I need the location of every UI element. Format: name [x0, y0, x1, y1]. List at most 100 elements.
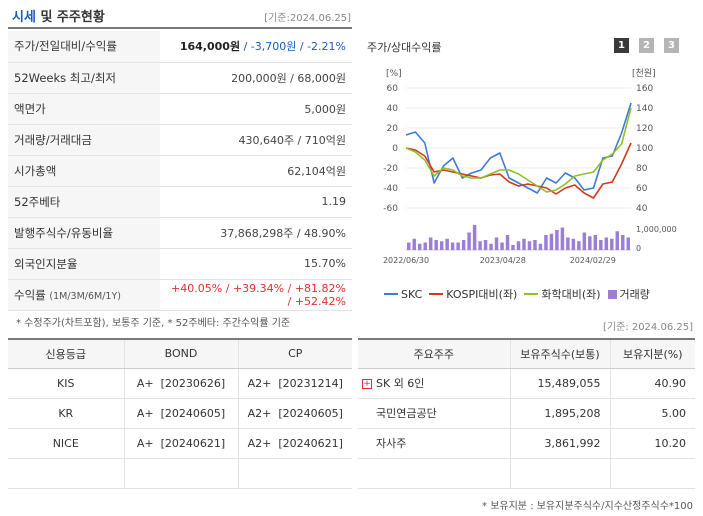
x-tick-label: 2023/04/28 — [480, 256, 526, 265]
volume-bar — [549, 233, 554, 250]
row-label: 52주베타 — [8, 186, 160, 218]
table-row: 액면가 5,000원 — [8, 93, 352, 125]
volume-bar — [445, 238, 449, 250]
chart-tabs: 1 2 3 — [614, 38, 684, 54]
volume-bar — [577, 241, 581, 250]
table-row: + SK 외 6인 15,489,055 40.90 — [358, 368, 695, 399]
legend-item: 거래량 — [607, 286, 650, 302]
column-header: 보유지분(%) — [610, 338, 695, 369]
volume-bar — [407, 242, 411, 250]
price-values: 164,000원 / -3,700원 / -2.21% — [160, 31, 352, 63]
volume-bar — [582, 232, 587, 250]
bond-rating: A+ [20240605] — [124, 398, 239, 429]
expand-plus-icon[interactable]: + — [362, 379, 372, 389]
volume-bar — [439, 241, 444, 250]
volume-bar — [527, 241, 532, 250]
volume-bar — [417, 243, 422, 250]
legend-item: KOSPI대비(좌) — [429, 286, 517, 302]
legend-label: 거래량 — [619, 288, 650, 301]
volume-zero-label: 0 — [636, 244, 641, 253]
current-price: 164,000원 — [179, 40, 241, 54]
volume-bar — [494, 237, 499, 250]
volume-bar — [467, 232, 471, 250]
chart-tab-2[interactable]: 2 — [639, 38, 654, 53]
y-right-tick-label: 140 — [636, 104, 653, 114]
holder-pct: 5.00 — [610, 398, 695, 429]
table-row: 수익률 (1M/3M/6M/1Y) +40.05% / +39.34% / +8… — [8, 279, 352, 311]
table-row-empty — [8, 458, 352, 489]
volume-bar — [560, 227, 565, 250]
y-left-tick-label: -40 — [383, 184, 398, 194]
volume-bar — [544, 235, 548, 250]
table-row: 시가총액 62,104억원 — [8, 155, 352, 187]
column-header: 신용등급 — [8, 338, 125, 369]
volume-bar — [516, 241, 521, 250]
row-value: 1.19 — [160, 186, 352, 218]
y-left-tick-label: -20 — [383, 164, 398, 174]
header-divider — [8, 27, 352, 29]
volume-bar — [522, 238, 526, 250]
table-row: 52주베타 1.19 — [8, 186, 352, 218]
table-row: 거래량/거래대금 430,640주 / 710억원 — [8, 124, 352, 156]
legend-swatch — [384, 293, 398, 295]
table-header-row: 주요주주 보유주식수(보통) 보유지분(%) — [358, 338, 695, 369]
series-line — [405, 102, 632, 194]
column-header: 주요주주 — [358, 338, 511, 369]
volume-bar — [450, 242, 455, 250]
row-label: 수익률 (1M/3M/6M/1Y) — [8, 279, 160, 311]
row-value: 15.70% — [160, 248, 352, 280]
chart-tab-3[interactable]: 3 — [664, 38, 679, 53]
table-row: KR A+ [20240605] A2+ [20240605] — [8, 398, 352, 429]
volume-bar — [615, 231, 620, 250]
row-value: 5,000원 — [160, 93, 352, 125]
volume-bar — [555, 230, 559, 250]
legend-label: 화학대비(좌) — [541, 288, 601, 301]
table-row: 외국인지분율 15.70% — [8, 248, 352, 280]
table-row: 52Weeks 최고/최저 200,000원 / 68,000원 — [8, 62, 352, 94]
row-label: 액면가 — [8, 93, 160, 125]
chart-tab-1[interactable]: 1 — [614, 38, 629, 53]
legend-item: SKC — [384, 288, 422, 301]
row-label: 시가총액 — [8, 155, 160, 187]
legend-item: 화학대비(좌) — [524, 286, 601, 302]
volume-bar — [566, 237, 570, 250]
volume-bar — [434, 240, 438, 250]
table-header-row: 신용등급 BOND CP — [8, 338, 352, 369]
legend-swatch — [524, 293, 539, 295]
bond-rating: A+ [20230626] — [124, 368, 239, 399]
legend-swatch — [429, 293, 444, 295]
table-row: KIS A+ [20230626] A2+ [20231214] — [8, 368, 352, 399]
table-row: NICE A+ [20240621] A2+ [20240621] — [8, 428, 352, 459]
volume-bar — [511, 245, 515, 250]
volume-bar — [626, 237, 630, 250]
y-right-tick-label: 80 — [636, 164, 648, 174]
holder-shares: 3,861,992 — [510, 428, 611, 459]
legend-swatch — [607, 289, 617, 299]
agency: KR — [8, 398, 125, 429]
row-label: 외국인지분율 — [8, 248, 160, 280]
stock-chart: [%] [천원] 60 160 40 140 20 120 0 100 -20 80 -40 60 -60 4… — [383, 68, 677, 265]
major-holders-table: 주요주주 보유주식수(보통) 보유지분(%) + SK 외 6인 15,489,0… — [358, 338, 695, 489]
agency: KIS — [8, 368, 125, 399]
cp-rating: A2+ [20231214] — [238, 368, 352, 399]
price-rate: -2.21% — [307, 40, 346, 54]
chart-legend: SKC KOSPI대비(좌) 화학대비(좌) 거래량 — [384, 286, 650, 302]
column-header: CP — [238, 338, 352, 369]
y-right-tick-label: 60 — [636, 184, 648, 194]
cp-rating: A2+ [20240605] — [238, 398, 352, 429]
table-row: 주가/전일대비/수익률 164,000원 / -3,700원 / -2.21% — [8, 31, 352, 63]
volume-bar — [538, 243, 543, 250]
volume-bar — [461, 240, 466, 250]
column-header: 보유주식수(보통) — [510, 338, 611, 369]
x-tick-label: 2024/02/29 — [570, 256, 616, 265]
volume-bar — [533, 240, 537, 250]
volume-bar — [483, 240, 488, 250]
price-summary-table: 주가/전일대비/수익률 164,000원 / -3,700원 / -2.21% … — [8, 31, 352, 311]
row-value: 62,104억원 — [160, 155, 352, 187]
y-left-tick-label: 60 — [387, 84, 399, 94]
footnote-holdings: * 보유지분 : 보유지분주식수/지수산정주식수*100 — [482, 501, 693, 512]
holder-name: 자사주 — [358, 428, 511, 459]
volume-bar — [505, 235, 510, 250]
row-value: 37,868,298주 / 48.90% — [160, 217, 352, 249]
volume-bar — [428, 237, 433, 250]
